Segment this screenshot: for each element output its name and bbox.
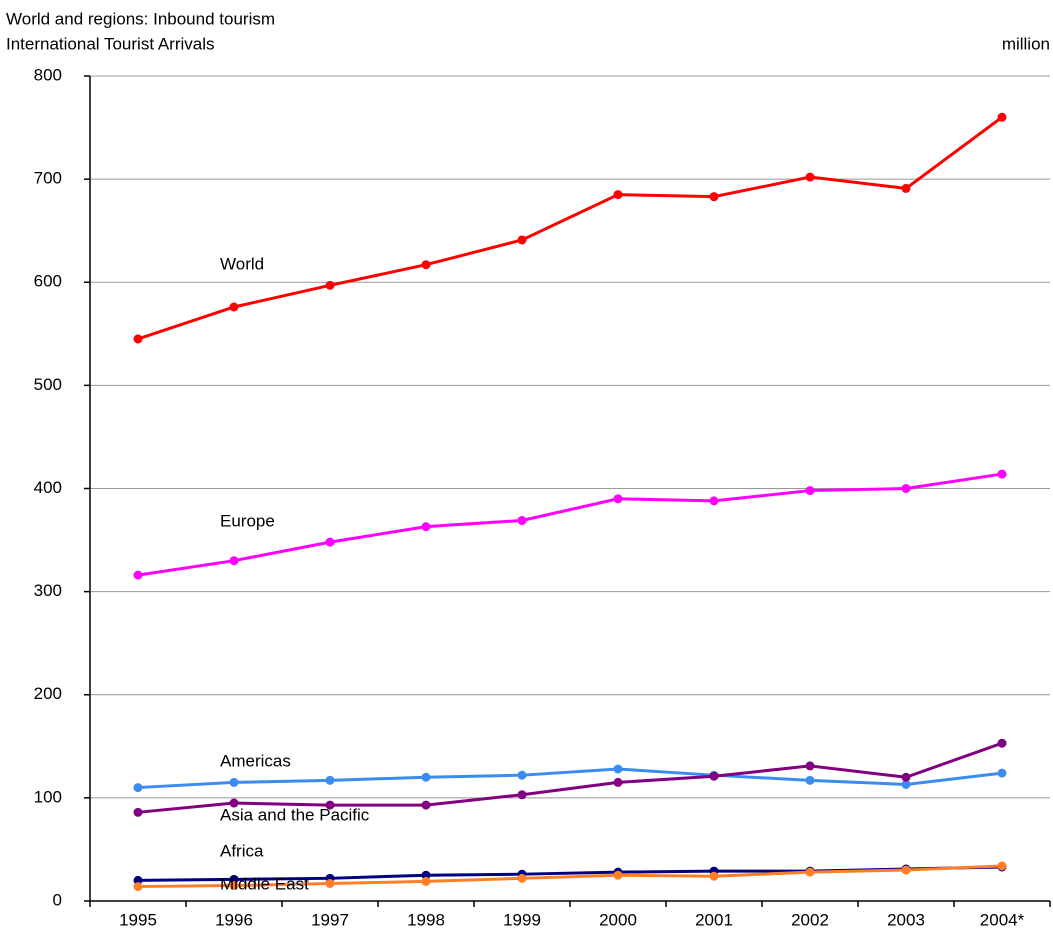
y-tick-label: 200 xyxy=(34,684,62,703)
data-point xyxy=(325,537,335,547)
series-line xyxy=(137,472,1003,577)
data-point xyxy=(325,280,335,290)
x-tick-label: 2000 xyxy=(599,910,637,929)
series-label: Asia and the Pacific xyxy=(220,805,370,824)
data-point xyxy=(421,876,431,886)
series-line xyxy=(137,864,1003,889)
data-point xyxy=(997,861,1007,871)
data-point xyxy=(133,783,143,793)
data-point xyxy=(421,800,431,810)
series-label: Europe xyxy=(220,511,275,530)
series-label: Americas xyxy=(220,751,291,770)
y-tick-label: 300 xyxy=(34,581,62,600)
data-point xyxy=(229,556,239,566)
data-point xyxy=(133,570,143,580)
y-tick-label: 800 xyxy=(34,65,62,84)
data-point xyxy=(325,800,335,810)
data-point xyxy=(613,494,623,504)
data-point xyxy=(517,770,527,780)
data-point xyxy=(325,878,335,888)
data-point xyxy=(613,190,623,200)
x-tick-label: 2001 xyxy=(695,910,733,929)
data-point xyxy=(613,764,623,774)
series-line xyxy=(137,741,1003,814)
chart-subtitle: International Tourist Arrivals xyxy=(6,34,215,53)
x-tick-label: 1996 xyxy=(215,910,253,929)
data-point xyxy=(133,807,143,817)
series-line xyxy=(137,767,1003,790)
data-point xyxy=(805,172,815,182)
unit-label: million xyxy=(1002,34,1050,53)
data-point xyxy=(997,112,1007,122)
x-tick-label: 2002 xyxy=(791,910,829,929)
series-label: Middle East xyxy=(220,874,309,893)
data-point xyxy=(613,870,623,880)
data-point xyxy=(901,865,911,875)
data-point xyxy=(901,183,911,193)
data-point xyxy=(325,775,335,785)
data-point xyxy=(805,867,815,877)
data-point xyxy=(517,873,527,883)
data-point xyxy=(133,334,143,344)
data-point xyxy=(517,790,527,800)
data-point xyxy=(229,881,239,891)
series-label: World xyxy=(220,254,264,273)
data-point xyxy=(421,870,431,880)
x-tick-label: 1998 xyxy=(407,910,445,929)
data-point xyxy=(517,515,527,525)
data-point xyxy=(229,777,239,787)
chart-title: World and regions: Inbound tourism xyxy=(6,9,275,28)
y-tick-label: 400 xyxy=(34,478,62,497)
y-tick-label: 600 xyxy=(34,272,62,291)
data-point xyxy=(421,522,431,532)
data-point xyxy=(997,738,1007,748)
data-point xyxy=(805,486,815,496)
data-point xyxy=(709,771,719,781)
data-point xyxy=(421,772,431,782)
data-point xyxy=(901,772,911,782)
data-point xyxy=(805,761,815,771)
data-point xyxy=(517,235,527,245)
data-point xyxy=(133,882,143,892)
data-point xyxy=(709,192,719,202)
data-point xyxy=(709,871,719,881)
data-point xyxy=(229,798,239,808)
data-point xyxy=(709,496,719,506)
data-point xyxy=(613,777,623,787)
series-label: Africa xyxy=(220,841,264,860)
data-point xyxy=(997,768,1007,778)
data-point xyxy=(133,875,143,885)
x-tick-label: 2003 xyxy=(887,910,925,929)
x-tick-label: 1997 xyxy=(311,910,349,929)
x-tick-label: 1999 xyxy=(503,910,541,929)
y-tick-label: 100 xyxy=(34,787,62,806)
y-tick-label: 0 xyxy=(53,890,62,909)
data-point xyxy=(901,779,911,789)
data-point xyxy=(229,874,239,884)
y-tick-label: 500 xyxy=(34,375,62,394)
data-point xyxy=(805,775,815,785)
x-tick-label: 2004* xyxy=(980,910,1025,929)
y-tick-label: 700 xyxy=(34,169,62,188)
data-point xyxy=(421,260,431,270)
x-tick-label: 1995 xyxy=(119,910,157,929)
series-line xyxy=(137,116,1003,341)
data-point xyxy=(229,302,239,312)
data-point xyxy=(901,484,911,493)
data-point xyxy=(997,469,1007,479)
